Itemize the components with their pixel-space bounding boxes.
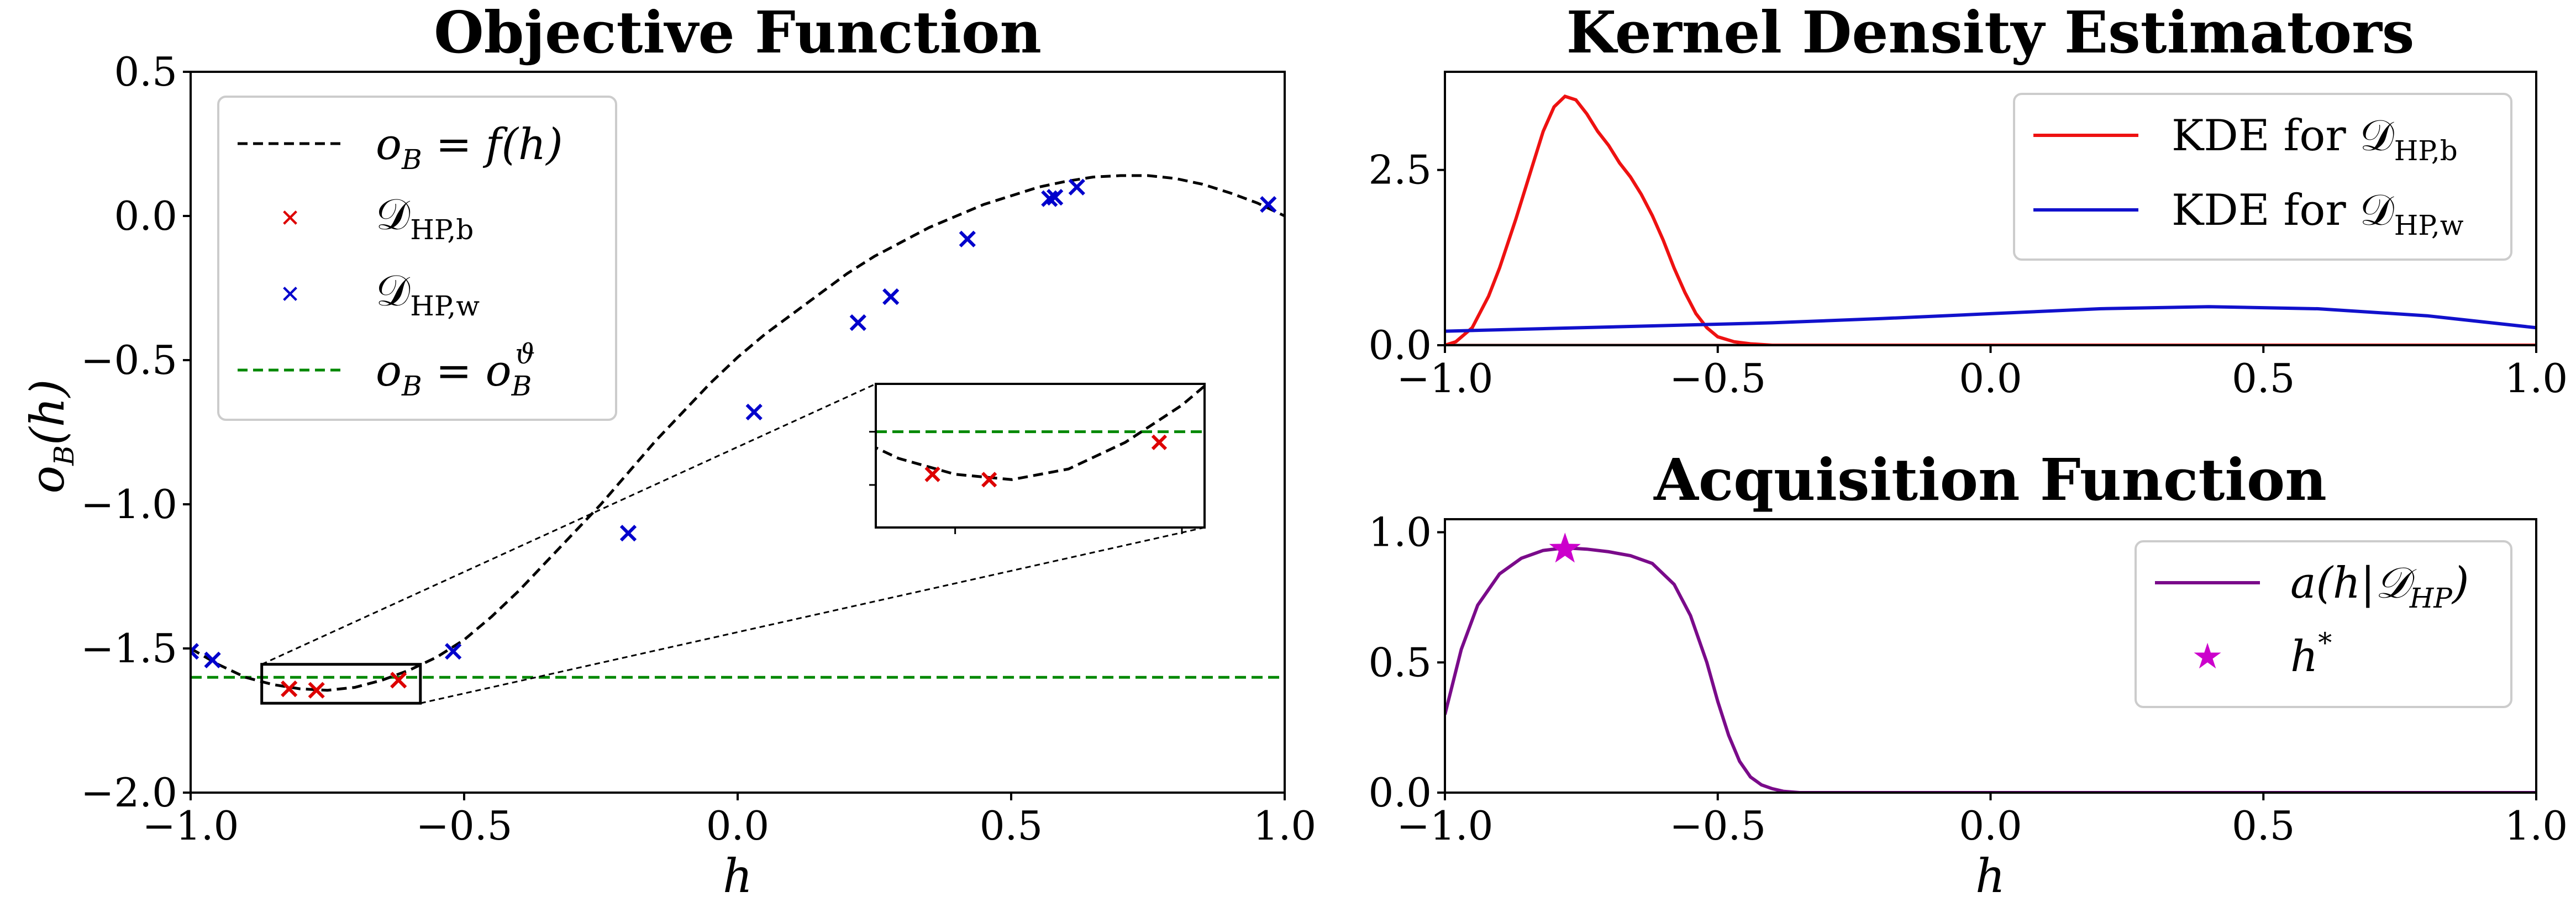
objective-ytick-label: −2.0: [81, 769, 177, 816]
objective-curve: [191, 174, 1285, 692]
legend-best-label: 𝒟HP,b: [376, 190, 474, 246]
worst-point-marker: [204, 651, 221, 669]
kde-best-curve: [1445, 94, 2536, 345]
inset-best-point-marker: [1151, 434, 1168, 451]
objective-ytick-label: −1.0: [81, 481, 177, 527]
best-point-marker: [390, 672, 407, 689]
acquisition-ytick-label: 0.0: [1368, 769, 1432, 816]
objective-ytick-label: −1.5: [81, 625, 177, 672]
acquisition-ytick-label: 1.0: [1368, 509, 1432, 556]
kde-title: Kernel Density Estimators: [1566, 0, 2415, 66]
kde-worst-curve: [1445, 305, 2536, 333]
acquisition-panel: Acquisition Function −1.0 −0.5 0.0 0.5 1.0 0.…: [1368, 446, 2568, 903]
legend-threshold-label: oB = oBϑ: [376, 338, 535, 402]
objective-ylabel: oB(h): [20, 379, 80, 494]
worst-point-marker: [959, 230, 976, 247]
zoom-connector-bottom: [420, 526, 1205, 704]
worst-point-marker: [1260, 196, 1277, 213]
objective-panel: Objective Function −1.0 −0.5 0.0 0.5 1.0 −2.0…: [20, 0, 1316, 903]
worst-point-marker: [882, 288, 900, 305]
optimum-star-marker: [1549, 532, 1581, 563]
acquisition-star-layer: [1549, 532, 1581, 563]
objective-ytick-label: −0.5: [81, 337, 177, 383]
objective-ticks: −1.0 −0.5 0.0 0.5 1.0 −2.0 −1.5 −1.0 −0.5 0.0 0.5: [81, 49, 1316, 849]
legend-kde-best-label: KDE for 𝒟HP,b: [2172, 111, 2458, 167]
worst-point-marker: [619, 525, 637, 542]
kde-legend: KDE for 𝒟HP,b KDE for 𝒟HP,w: [2013, 93, 2512, 261]
worst-point-marker: [1068, 178, 1085, 196]
objective-zoom-indicator: [260, 383, 1205, 705]
legend-acq-label: a(h|𝒟HP): [2290, 558, 2469, 614]
legend-curve-label: oB = f(h): [376, 120, 563, 176]
legend-worst-swatch: ✕: [280, 281, 301, 309]
kde-xtick-label: 0.0: [1959, 355, 2022, 402]
acquisition-xtick-label: 1.0: [2505, 803, 2568, 849]
kde-ytick-label: 0.0: [1368, 322, 1432, 368]
objective-ytick-label: 0.0: [114, 193, 177, 239]
inset-best-point-marker: [981, 472, 997, 488]
objective-plot-area: [191, 174, 1285, 699]
objective-xtick-label: −0.5: [416, 803, 513, 849]
acquisition-ticks: −1.0 −0.5 0.0 0.5 1.0 0.0 0.5 1.0: [1368, 509, 2568, 849]
inset-curve: [876, 384, 1205, 481]
legend-kde-worst-label: KDE for 𝒟HP,w: [2172, 186, 2464, 241]
best-point-marker: [308, 682, 325, 699]
kde-xtick-label: −0.5: [1669, 355, 1766, 402]
acquisition-legend: a(h|𝒟HP) ★ h*: [2135, 540, 2512, 708]
worst-point-marker: [849, 314, 866, 331]
kde-xtick-label: 1.0: [2505, 355, 2568, 402]
zoom-connector-top: [261, 383, 876, 666]
best-point-marker: [281, 680, 298, 698]
inset-background: [876, 384, 1205, 527]
acquisition-xtick-label: 0.5: [2232, 803, 2295, 849]
legend-hstar-label: h*: [2290, 627, 2332, 682]
inset-best-point-marker: [924, 466, 940, 482]
acquisition-xlabel: h: [1975, 849, 2005, 903]
acquisition-title: Acquisition Function: [1653, 446, 2327, 514]
acquisition-xtick-label: −0.5: [1669, 803, 1766, 849]
inset-plot-area: [876, 384, 1205, 488]
kde-xtick-label: −1.0: [1397, 355, 1494, 402]
worst-point-marker: [191, 643, 199, 660]
objective-ytick-label: 0.5: [114, 49, 177, 95]
worst-point-marker: [1047, 188, 1064, 206]
objective-title: Objective Function: [434, 0, 1042, 66]
legend-hstar-swatch: ★: [2191, 636, 2223, 677]
kde-ticks: −1.0 −0.5 0.0 0.5 1.0 0.0 2.5: [1368, 147, 2568, 402]
objective-xtick-label: 0.5: [980, 803, 1043, 849]
worst-point-marker: [1041, 190, 1058, 207]
legend-best-swatch: ✕: [280, 204, 301, 233]
inset-ticks: [869, 431, 1183, 534]
kde-ytick-label: 2.5: [1368, 147, 1432, 193]
inset-frame: [875, 383, 1206, 529]
objective-legend: oB = f(h) ✕ 𝒟HP,b ✕ 𝒟HP,w oB = oBϑ: [217, 96, 617, 421]
worst-point-marker: [745, 403, 763, 421]
kde-panel: Kernel Density Estimators −1.0 −0.5 0.0 0.5…: [1368, 0, 2568, 402]
kde-xtick-label: 0.5: [2232, 355, 2295, 402]
objective-legend-box: [217, 96, 617, 421]
objective-xlabel: h: [723, 849, 753, 903]
objective-xtick-label: −1.0: [143, 803, 239, 849]
objective-xtick-label: 1.0: [1253, 803, 1317, 849]
worst-point-marker: [445, 643, 462, 660]
acquisition-xtick-label: 0.0: [1959, 803, 2022, 849]
acquisition-xtick-label: −1.0: [1397, 803, 1494, 849]
acquisition-ytick-label: 0.5: [1368, 639, 1432, 685]
objective-xtick-label: 0.0: [706, 803, 770, 849]
legend-worst-label: 𝒟HP,w: [376, 266, 480, 322]
kde-plot-area: [1445, 94, 2536, 345]
zoom-rectangle: [260, 663, 422, 705]
